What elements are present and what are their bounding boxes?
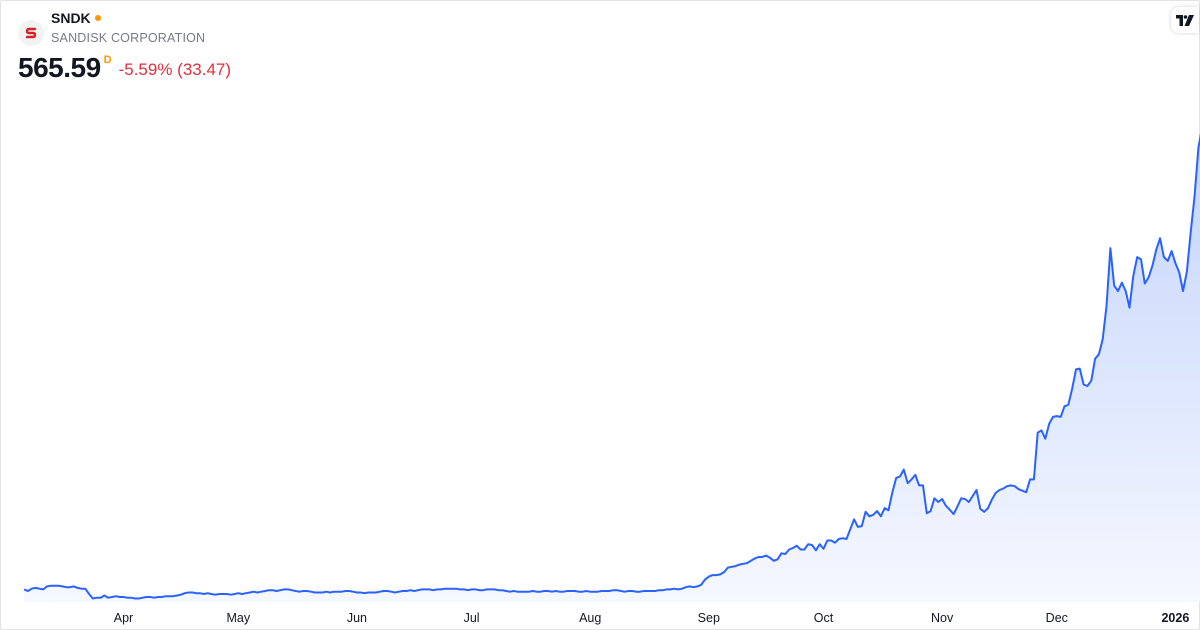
x-tick-label: Apr <box>114 611 133 625</box>
x-axis-ticks: AprMayJunJulAugSepOctNovDec2026FebMar <box>114 611 1190 625</box>
market-status-dot <box>94 15 101 21</box>
x-tick-label: Aug <box>579 611 601 625</box>
x-tick-label: Nov <box>931 611 954 625</box>
tradingview-logo-icon[interactable] <box>1171 7 1199 33</box>
x-tick-label: Jul <box>464 611 480 625</box>
x-tick-label: Dec <box>1046 611 1068 625</box>
interval-label: D <box>103 54 112 66</box>
x-tick-label: May <box>226 611 250 625</box>
x-tick-label: Jun <box>347 611 367 625</box>
x-tick-label: 2026 <box>1161 611 1189 625</box>
last-price: 565.59 <box>18 52 101 83</box>
symbol-header: SNDK SANDISK CORPORATION 565.59 D -5.59%… <box>18 10 231 84</box>
x-tick-label: Oct <box>814 611 834 625</box>
sandisk-logo-icon <box>18 20 44 46</box>
price-area <box>24 138 1200 602</box>
ticker-symbol[interactable]: SNDK <box>51 10 91 26</box>
company-name: SANDISK CORPORATION <box>51 31 206 45</box>
price-line <box>23 133 1200 600</box>
x-tick-label: Sep <box>698 611 720 625</box>
price-change: -5.59% (33.47) <box>118 60 232 79</box>
